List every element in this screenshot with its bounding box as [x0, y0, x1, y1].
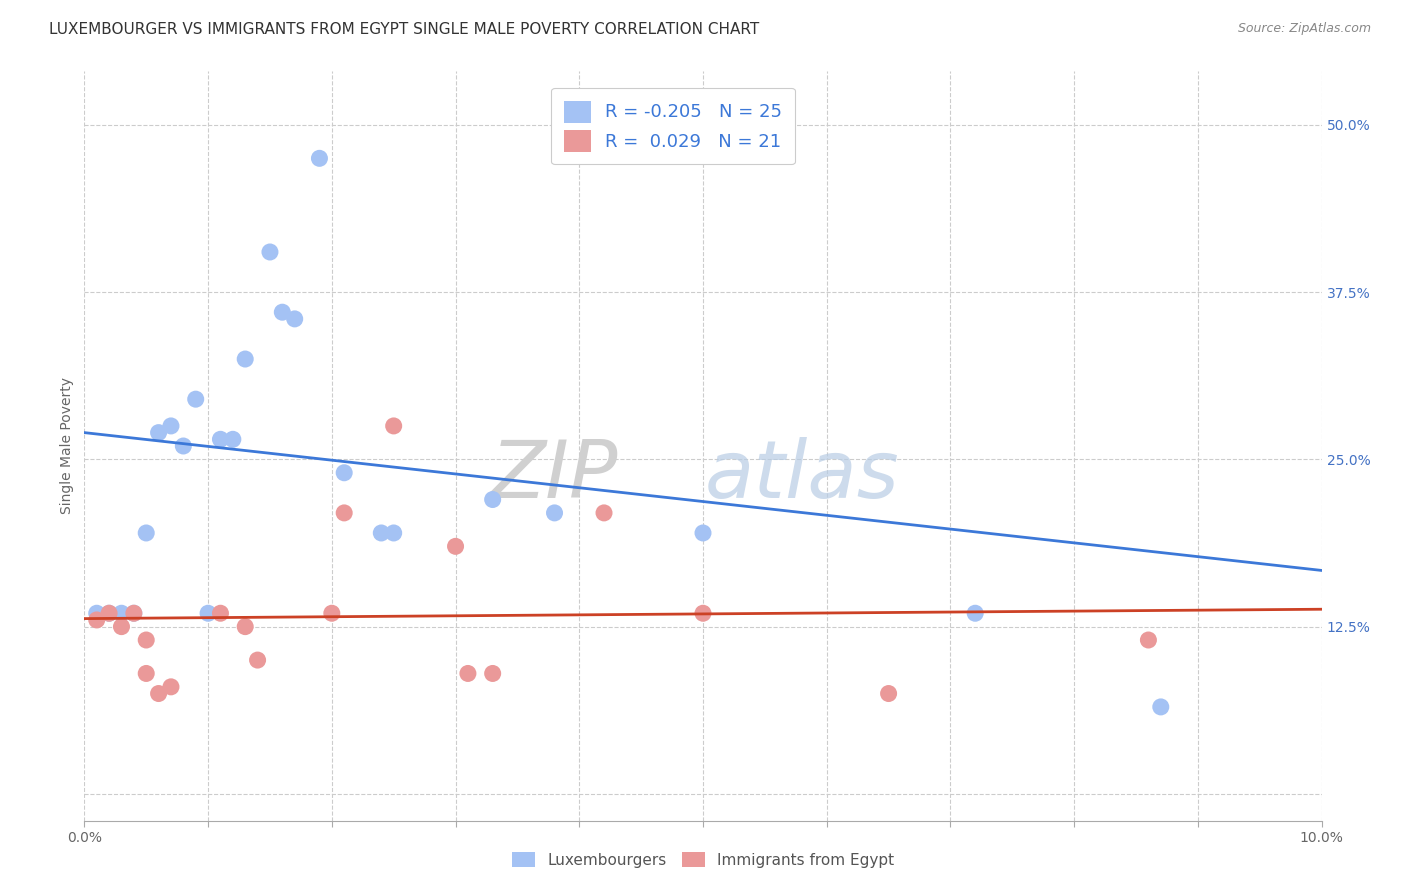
Point [1150, 699, 1173, 714]
Point [593, 506, 616, 520]
Point [692, 607, 714, 621]
Point [148, 687, 170, 701]
Point [877, 687, 900, 701]
Point [209, 433, 232, 447]
Point [122, 607, 145, 621]
Point [98, 607, 121, 621]
Point [197, 607, 219, 621]
Point [692, 526, 714, 541]
Point [160, 680, 183, 694]
Y-axis label: Single Male Poverty: Single Male Poverty [60, 377, 75, 515]
Text: atlas: atlas [704, 437, 900, 515]
Point [457, 666, 479, 681]
Point [110, 607, 132, 621]
Point [333, 466, 356, 480]
Point [382, 526, 405, 541]
Legend: Luxembourgers, Immigrants from Egypt: Luxembourgers, Immigrants from Egypt [505, 844, 901, 875]
Point [481, 492, 503, 507]
Point [86, 613, 108, 627]
Point [135, 633, 157, 648]
Point [543, 506, 565, 520]
Point [1137, 633, 1160, 648]
Point [110, 620, 132, 634]
Point [333, 506, 356, 520]
Text: LUXEMBOURGER VS IMMIGRANTS FROM EGYPT SINGLE MALE POVERTY CORRELATION CHART: LUXEMBOURGER VS IMMIGRANTS FROM EGYPT SI… [49, 22, 759, 37]
Point [321, 607, 343, 621]
Point [271, 305, 294, 319]
Point [308, 152, 330, 166]
Point [160, 419, 183, 434]
Point [222, 433, 245, 447]
Point [86, 607, 108, 621]
Point [382, 419, 405, 434]
Text: Source: ZipAtlas.com: Source: ZipAtlas.com [1237, 22, 1371, 36]
Point [148, 425, 170, 440]
Point [233, 352, 256, 367]
Point [965, 607, 987, 621]
Text: ZIP: ZIP [491, 437, 619, 515]
Point [135, 526, 157, 541]
Point [172, 439, 194, 453]
Point [444, 539, 467, 553]
Point [284, 312, 307, 326]
Legend: R = -0.205   N = 25, R =  0.029   N = 21: R = -0.205 N = 25, R = 0.029 N = 21 [551, 88, 794, 164]
Point [135, 666, 157, 681]
Point [184, 392, 207, 407]
Point [209, 607, 232, 621]
Point [370, 526, 392, 541]
Point [233, 620, 256, 634]
Point [481, 666, 503, 681]
Point [122, 607, 145, 621]
Point [259, 244, 281, 259]
Point [98, 607, 121, 621]
Point [246, 653, 269, 667]
